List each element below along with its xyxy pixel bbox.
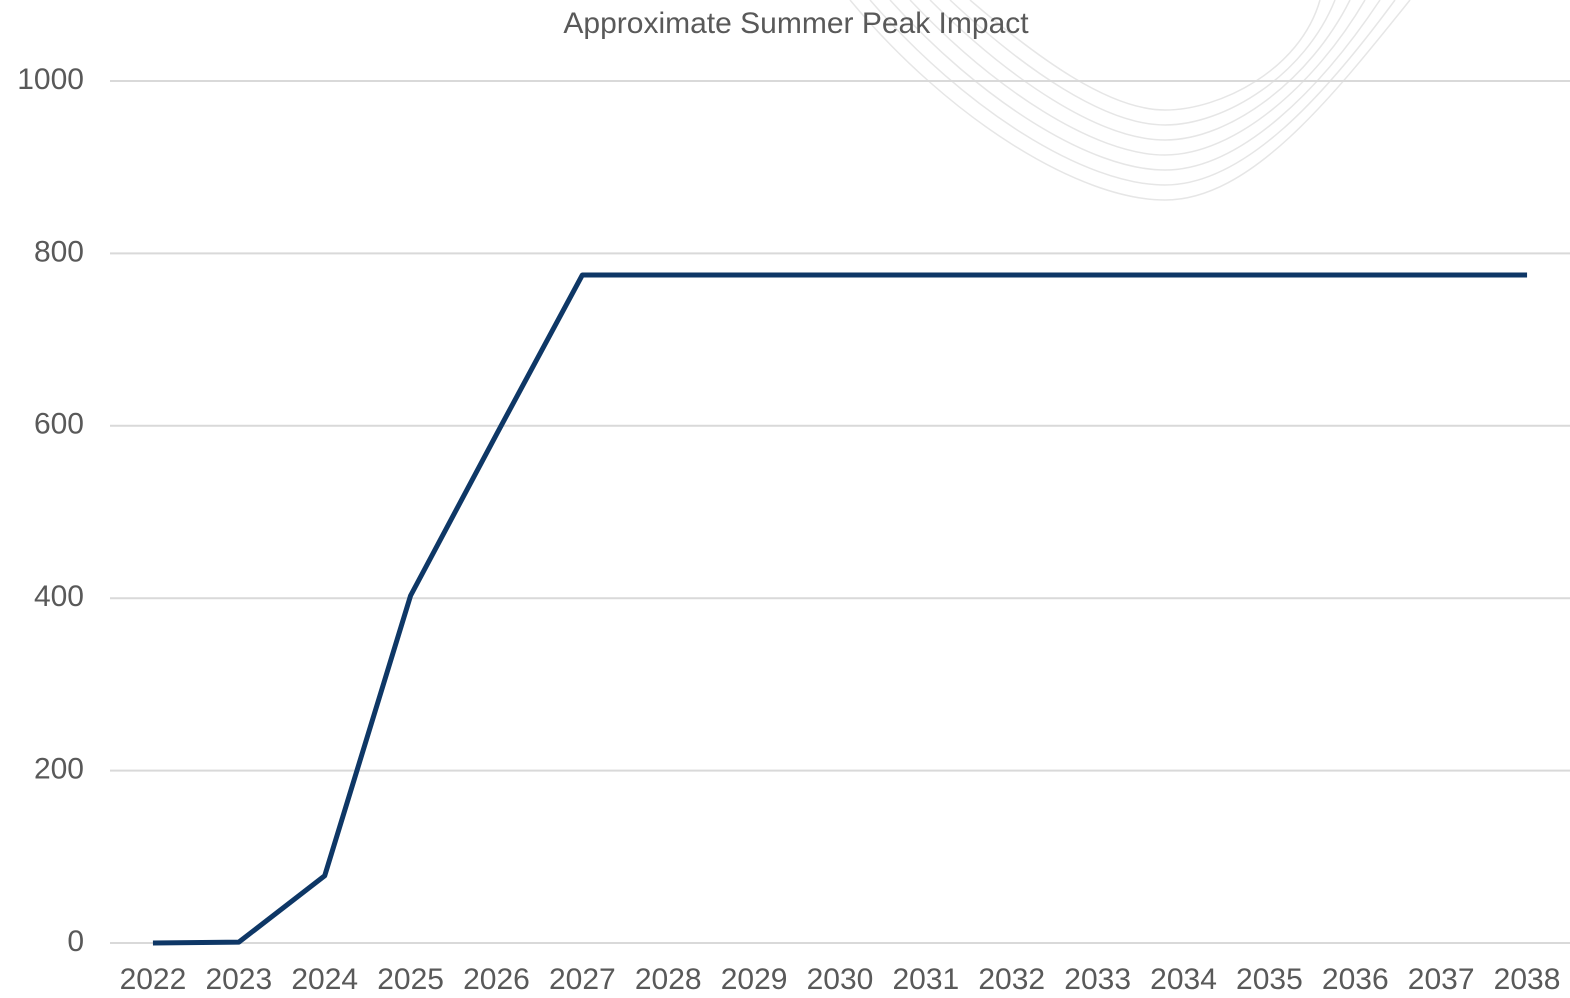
- y-tick-label: 600: [34, 408, 84, 441]
- x-tick-label: 2037: [1408, 963, 1475, 996]
- x-tick-label: 2035: [1236, 963, 1303, 996]
- x-tick-label: 2028: [635, 963, 702, 996]
- x-tick-label: 2026: [463, 963, 530, 996]
- x-tick-label: 2030: [807, 963, 874, 996]
- chart: Approximate Summer Peak Impact 0 200 400 60…: [0, 0, 1570, 998]
- x-tick-label: 2023: [205, 963, 272, 996]
- y-tick-label: 1000: [17, 63, 84, 96]
- y-tick-label: 200: [34, 753, 84, 786]
- y-tick-label: 800: [34, 235, 84, 268]
- x-tick-label: 2029: [721, 963, 788, 996]
- x-tick-label: 2031: [893, 963, 960, 996]
- x-tick-label: 2034: [1150, 963, 1217, 996]
- y-tick-label: 400: [34, 580, 84, 613]
- x-tick-label: 2038: [1494, 963, 1561, 996]
- x-tick-label: 2033: [1064, 963, 1131, 996]
- x-tick-label: 2025: [377, 963, 444, 996]
- x-tick-label: 2036: [1322, 963, 1389, 996]
- x-tick-label: 2024: [291, 963, 358, 996]
- y-tick-label: 0: [67, 925, 84, 958]
- x-tick-label: 2022: [120, 963, 187, 996]
- x-tick-label: 2032: [978, 963, 1045, 996]
- chart-title: Approximate Summer Peak Impact: [563, 7, 1029, 40]
- data-line: [153, 275, 1527, 943]
- x-tick-label: 2027: [549, 963, 616, 996]
